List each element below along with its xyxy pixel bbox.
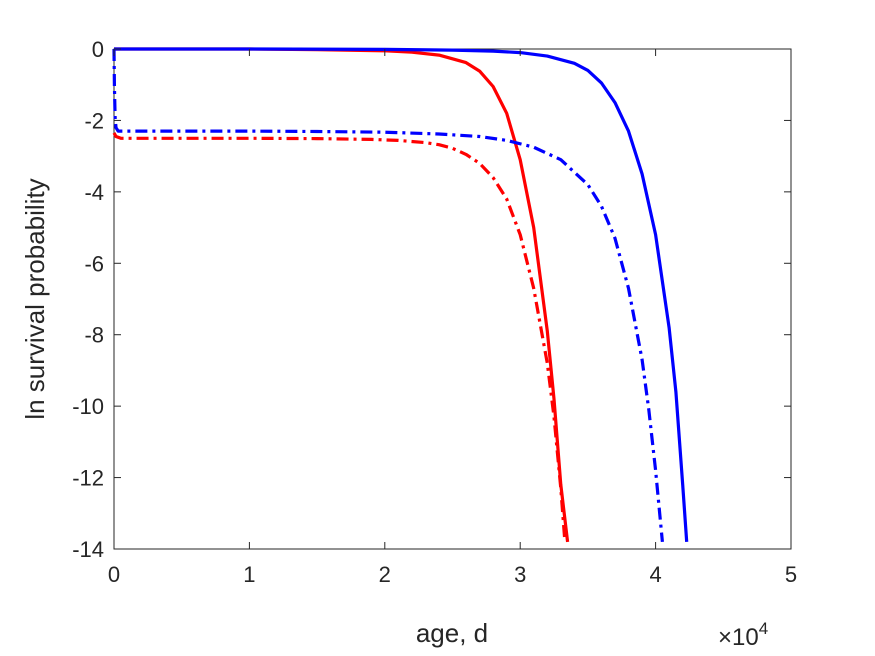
x-multiplier-label: ×104 [718,619,768,651]
y-axis-ticks: 0 -2 -4 -6 -8 -10 -12 -14 [72,37,791,562]
axes-box [113,48,792,550]
y-tick-label: -10 [72,394,104,419]
x-tick-label: 3 [514,562,526,587]
y-tick-label: -6 [84,251,104,276]
x-multiplier-base: ×10 [718,624,759,651]
y-tick-label: -14 [72,537,104,562]
x-tick-label: 1 [243,562,255,587]
x-tick-label: 0 [108,562,120,587]
series-layer [112,47,689,543]
x-tick-label: 2 [379,562,391,587]
y-tick-label: -12 [72,466,104,491]
x-tick-label: 5 [785,562,797,587]
plot-area [113,48,792,550]
y-tick-label: -2 [84,108,104,133]
x-axis-ticks: 0 1 2 3 4 5 [108,49,797,587]
y-tick-label: 0 [92,37,104,62]
x-axis-label: age, d [416,618,488,648]
series-line-3 [112,132,567,543]
y-tick-label: -8 [84,323,104,348]
x-tick-label: 4 [649,562,661,587]
y-axis-label: ln survival probability [20,178,50,419]
series-line-2 [114,47,689,543]
x-multiplier-exponent: 4 [759,619,768,638]
series-line-4 [112,48,664,543]
y-tick-label: -4 [84,180,104,205]
